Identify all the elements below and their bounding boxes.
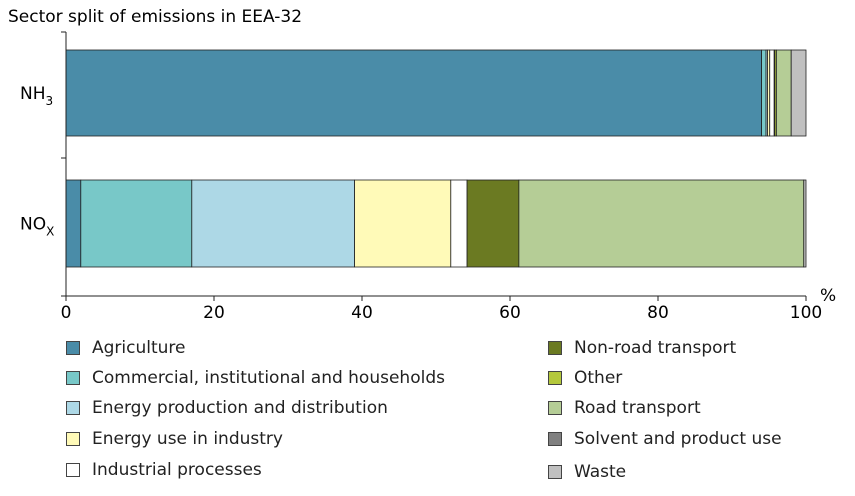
stacked-bar-chart: Sector split of emissions in EEA-32 NH3N…	[8, 7, 836, 323]
bar-segment-1-7	[518, 179, 805, 268]
bar-segment-0-1	[761, 49, 767, 137]
bar-segment-1-3	[354, 179, 452, 268]
bar-segment-0-0	[65, 49, 762, 137]
legend-item: Non-road transport	[548, 338, 736, 358]
legend-item: Industrial processes	[66, 460, 262, 480]
x-tick-label: 40	[351, 303, 373, 323]
legend-label: Agriculture	[92, 338, 186, 358]
bar-segment-1-5	[466, 179, 520, 268]
legend-label: Non-road transport	[574, 338, 737, 358]
legend-swatch	[548, 371, 562, 385]
category-label: NOX	[20, 215, 54, 239]
legend-item: Energy use in industry	[66, 429, 283, 449]
legend-swatch	[66, 463, 80, 477]
legend-label: Energy use in industry	[92, 429, 283, 449]
legend-swatch	[66, 432, 80, 446]
bar-segment-1-2	[191, 179, 356, 268]
bar-segment-0-4	[769, 49, 775, 137]
bar-segment-1-4	[450, 179, 468, 268]
bars-group	[65, 49, 807, 268]
legend-item: Road transport	[548, 398, 701, 418]
bar-segment-1-9	[803, 179, 807, 268]
legend-swatch	[66, 371, 80, 385]
legend-item: Other	[548, 368, 622, 388]
axes-group: NH3 NOX 0 20 40 60 80 100%	[20, 31, 836, 323]
unit-label: %	[820, 286, 836, 306]
legend-label: Road transport	[574, 398, 701, 418]
bar-segment-0-9	[790, 49, 807, 137]
legend-item: Commercial, institutional and households	[66, 368, 445, 388]
legend-label: Industrial processes	[92, 460, 262, 480]
legend-swatch	[548, 465, 562, 479]
legend-label: Energy production and distribution	[92, 398, 388, 418]
bar-segment-1-0	[65, 179, 82, 268]
legend-label: Other	[574, 368, 623, 388]
legend-swatch	[66, 341, 80, 355]
category-label: NH3	[20, 84, 53, 108]
chart-title: Sector split of emissions in EEA-32	[8, 7, 302, 27]
bar-segment-1-1	[80, 179, 193, 268]
legend-swatch	[66, 401, 80, 415]
x-tick-label: 80	[647, 303, 669, 323]
x-tick-label: 100	[790, 303, 822, 323]
x-tick-label: 20	[203, 303, 225, 323]
legend-swatch	[548, 401, 562, 415]
legend-item: Agriculture	[66, 338, 186, 358]
legend-item: Energy production and distribution	[66, 398, 388, 418]
bar-segment-0-7	[776, 49, 792, 137]
legend-item: Solvent and product use	[548, 429, 782, 449]
x-tick-label: 60	[499, 303, 521, 323]
x-tick-label: 0	[61, 303, 72, 323]
legend-swatch	[548, 432, 562, 446]
legend-label: Commercial, institutional and households	[92, 368, 445, 388]
legend-label: Solvent and product use	[574, 429, 782, 449]
legend-label: Waste	[574, 462, 627, 482]
legend-swatch	[548, 341, 562, 355]
legend-item: Waste	[548, 462, 626, 482]
